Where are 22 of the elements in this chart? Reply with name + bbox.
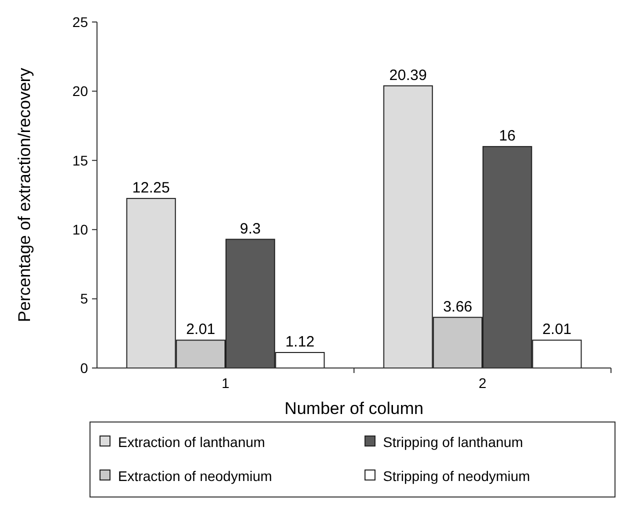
data-label: 12.25 xyxy=(132,179,170,196)
data-label: 16 xyxy=(498,128,516,145)
y-tick-label: 10 xyxy=(72,222,88,238)
data-label: 3.66 xyxy=(443,298,472,316)
data-label: 1.12 xyxy=(285,334,315,350)
y-tick-label: 0 xyxy=(80,360,88,376)
legend-label: Stripping of neodymium xyxy=(383,468,530,484)
y-tick-label: 5 xyxy=(80,290,88,307)
data-label: 2.01 xyxy=(186,321,216,338)
legend-label: Stripping of lanthanum xyxy=(383,434,524,450)
x-axis-title: Number of column xyxy=(284,399,424,418)
x-tick-label: 2 xyxy=(478,375,487,391)
y-tick-label: 15 xyxy=(72,152,88,168)
data-label: 2.01 xyxy=(542,321,572,338)
data-label: 20.39 xyxy=(389,66,427,84)
y-tick-label: 20 xyxy=(72,83,88,100)
legend-label: Extraction of neodymium xyxy=(118,468,272,484)
data-label: 9.3 xyxy=(240,220,261,238)
legend-label: Extraction of lanthanum xyxy=(118,434,266,450)
y-tick-label: 25 xyxy=(72,14,88,30)
x-tick-label: 1 xyxy=(222,375,230,391)
y-axis-title: Percentage of extraction/recovery xyxy=(15,67,34,322)
